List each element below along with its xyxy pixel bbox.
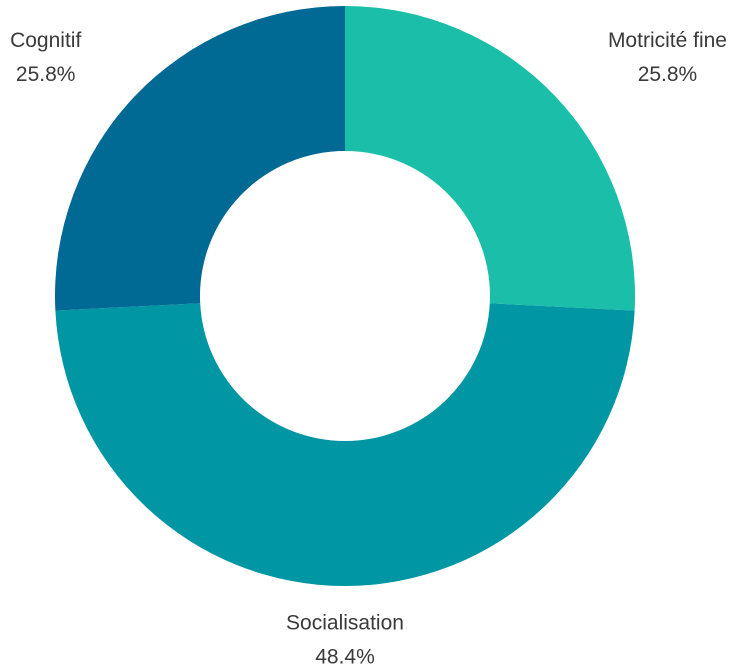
donut-slice (54, 6, 345, 311)
slice-value-label: 25.8% (16, 63, 76, 86)
slice-value-label: 25.8% (638, 63, 698, 86)
donut-slice (345, 6, 635, 311)
slice-label: Motricité fine (608, 29, 727, 52)
donut-slice (55, 303, 635, 587)
slice-label: Cognitif (10, 29, 81, 52)
slice-value-label: 48.4% (315, 646, 375, 669)
slice-label: Socialisation (286, 612, 404, 635)
